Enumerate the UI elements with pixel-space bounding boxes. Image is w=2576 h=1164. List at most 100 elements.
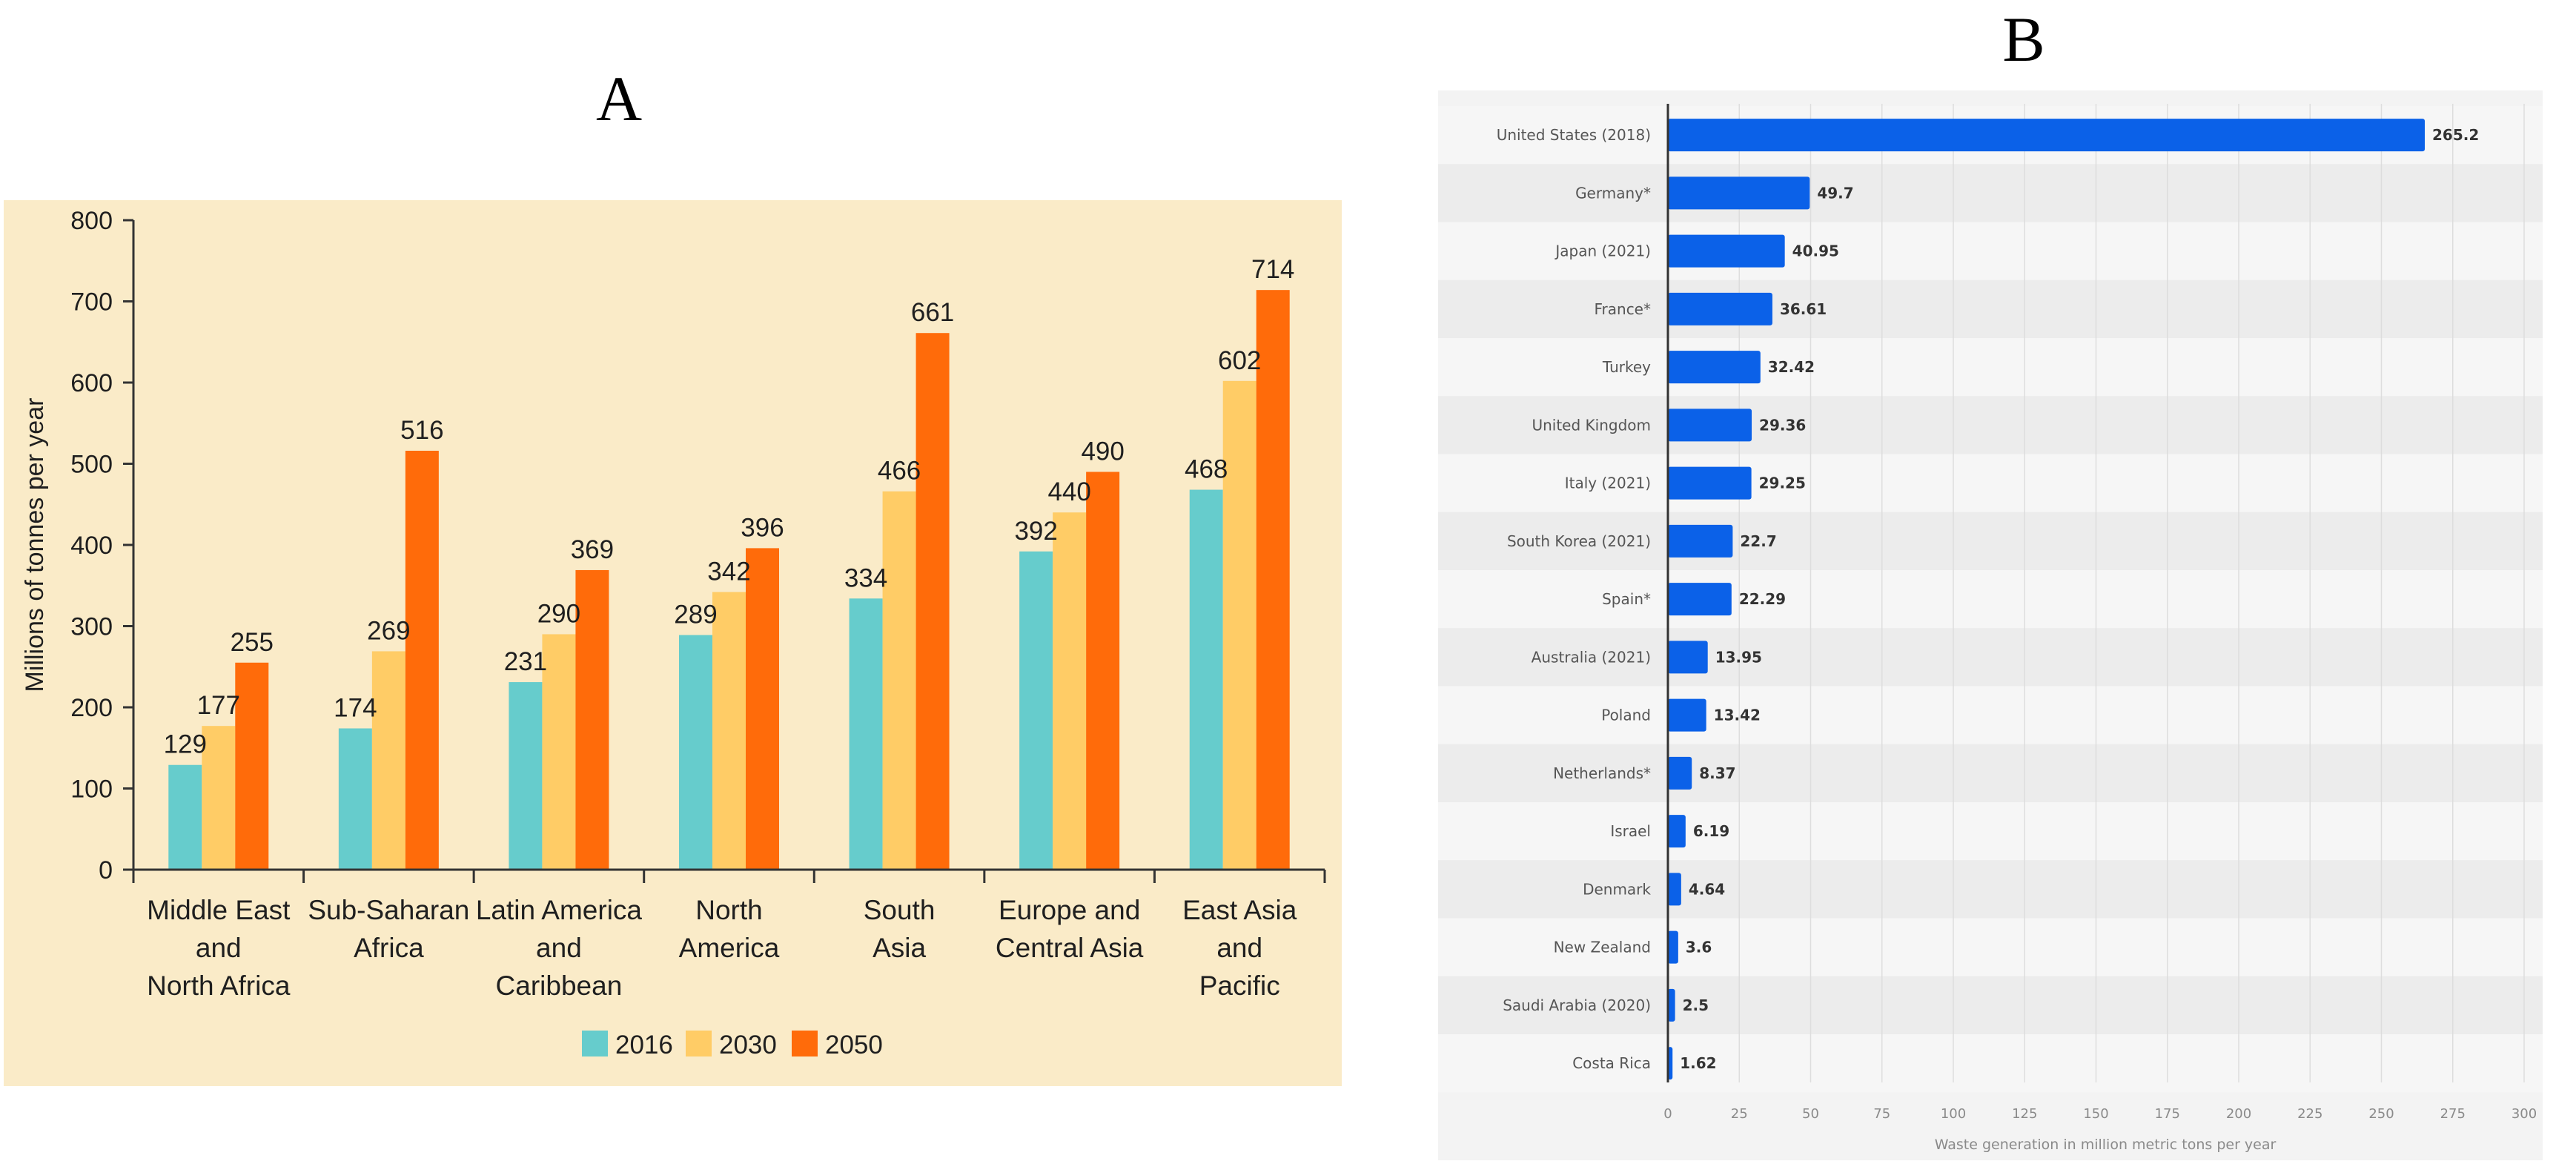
row-band (1438, 628, 2543, 687)
bar (1668, 1047, 1673, 1080)
bar-value-label: 22.29 (1739, 590, 1786, 608)
legend-swatch-2050 (792, 1031, 818, 1056)
category-label: Africa (354, 933, 424, 963)
bar-value-label: 8.37 (1699, 764, 1735, 782)
category-label: Sub-Saharan (308, 895, 469, 925)
bar-value-label: 396 (741, 513, 784, 542)
bar (1668, 930, 1678, 964)
chart-a-y-axis-title: Millions of tonnes per year (21, 398, 49, 692)
bar-2050 (915, 333, 950, 870)
y-tick-label: 800 (70, 207, 113, 235)
bar (1668, 466, 1752, 500)
x-tick-label: 0 (1663, 1106, 1672, 1122)
bar-2016 (849, 598, 883, 870)
bar-2050 (575, 569, 609, 870)
row-band (1438, 338, 2543, 397)
bar (1668, 176, 1810, 210)
legend-swatch-2016 (582, 1031, 608, 1056)
category-label: Israel (1610, 822, 1651, 840)
bar-value-label: 714 (1251, 255, 1294, 284)
category-label: Central Asia (996, 933, 1144, 963)
x-tick-label: 50 (1802, 1106, 1819, 1122)
bar-value-label: 174 (334, 693, 377, 722)
y-tick-label: 600 (70, 369, 113, 397)
bar (1668, 583, 1732, 616)
country-waste-chart: United States (2018) 265.2 Germany* 49.7 Jap… (1438, 90, 2543, 1160)
y-tick-label: 200 (70, 694, 113, 722)
category-label: South Korea (2021) (1507, 532, 1651, 550)
bar-value-label: 342 (707, 558, 750, 586)
chart-b-x-axis-title: Waste generation in million metric tons … (1935, 1137, 2277, 1153)
panel-a-label: A (595, 63, 643, 134)
bar-2030 (202, 726, 236, 870)
bar-value-label: 3.6 (1686, 939, 1712, 956)
category-label: United Kingdom (1532, 416, 1651, 434)
row-band (1438, 976, 2543, 1034)
row-band (1438, 454, 2543, 512)
y-tick-label: 100 (70, 776, 113, 804)
x-tick-label: 225 (2297, 1106, 2322, 1122)
bar-value-label: 255 (231, 628, 274, 657)
legend-label-2050: 2050 (825, 1031, 883, 1059)
bar-2050 (1086, 472, 1120, 870)
bar-2016 (679, 635, 712, 870)
bar-value-label: 49.7 (1817, 184, 1853, 202)
category-label: and (1216, 933, 1262, 963)
x-tick-label: 75 (1873, 1106, 1890, 1122)
bar-value-label: 369 (571, 535, 614, 564)
category-label: Germany* (1575, 184, 1651, 202)
bar-2050 (405, 450, 439, 870)
category-label: Denmark (1583, 880, 1651, 898)
bar-value-label: 490 (1081, 437, 1124, 466)
row-band (1438, 918, 2543, 976)
bar (1668, 988, 1675, 1022)
chart-a-bars (168, 290, 1290, 870)
x-tick-label: 250 (2368, 1106, 2394, 1122)
bar-value-label: 6.19 (1693, 822, 1729, 840)
bar-value-label: 516 (400, 416, 443, 445)
chart-a-x-axis (132, 868, 1326, 883)
category-label: New Zealand (1554, 939, 1651, 956)
bar-2030 (712, 592, 746, 870)
category-label: Europe and (999, 895, 1140, 925)
bar-value-label: 231 (504, 647, 547, 676)
bar-2050 (746, 548, 779, 870)
bar-2016 (1019, 551, 1053, 870)
category-label: Costa Rica (1572, 1054, 1651, 1072)
chart-a-y-axis: 0 100 200 300 400 500 600 700 800 (70, 207, 135, 884)
category-label: Turkey (1602, 358, 1651, 376)
row-band (1438, 802, 2543, 861)
category-label: Latin America (476, 895, 643, 925)
category-label: Saudi Arabia (2020) (1503, 996, 1651, 1014)
x-tick-label: 200 (2226, 1106, 2251, 1122)
row-band (1438, 860, 2543, 919)
bar (1668, 815, 1686, 848)
chart-b-labels: United States (2018) 265.2 Germany* 49.7 Jap… (1497, 126, 2480, 1072)
category-label: South (864, 895, 936, 925)
category-label: Spain* (1602, 590, 1651, 608)
category-label: Middle East (147, 895, 291, 925)
bar (1668, 409, 1752, 442)
bar-value-label: 13.95 (1715, 648, 1762, 666)
bar (1668, 351, 1761, 384)
bar-value-label: 602 (1218, 346, 1261, 375)
x-tick-label: 25 (1731, 1106, 1748, 1122)
bar-value-label: 22.7 (1740, 532, 1776, 550)
category-label: United States (2018) (1497, 126, 1651, 144)
bar-2016 (168, 764, 202, 870)
category-label: and (196, 933, 242, 963)
y-tick-label: 300 (70, 613, 113, 641)
row-band (1438, 396, 2543, 454)
chart-b-bars (1668, 119, 2426, 1080)
bar (1668, 641, 1708, 674)
row-band (1438, 512, 2543, 570)
bar (1668, 524, 1733, 558)
chart-a-category-labels: Middle East and North Africa Sub-Saharan Afr… (147, 895, 1297, 1001)
legend-label-2016: 2016 (615, 1031, 673, 1059)
bar-value-label: 392 (1014, 517, 1057, 546)
bar-value-label: 32.42 (1768, 358, 1815, 376)
category-label: North (695, 895, 762, 925)
row-band (1438, 280, 2543, 338)
row-band (1438, 164, 2543, 222)
bar (1668, 698, 1706, 732)
